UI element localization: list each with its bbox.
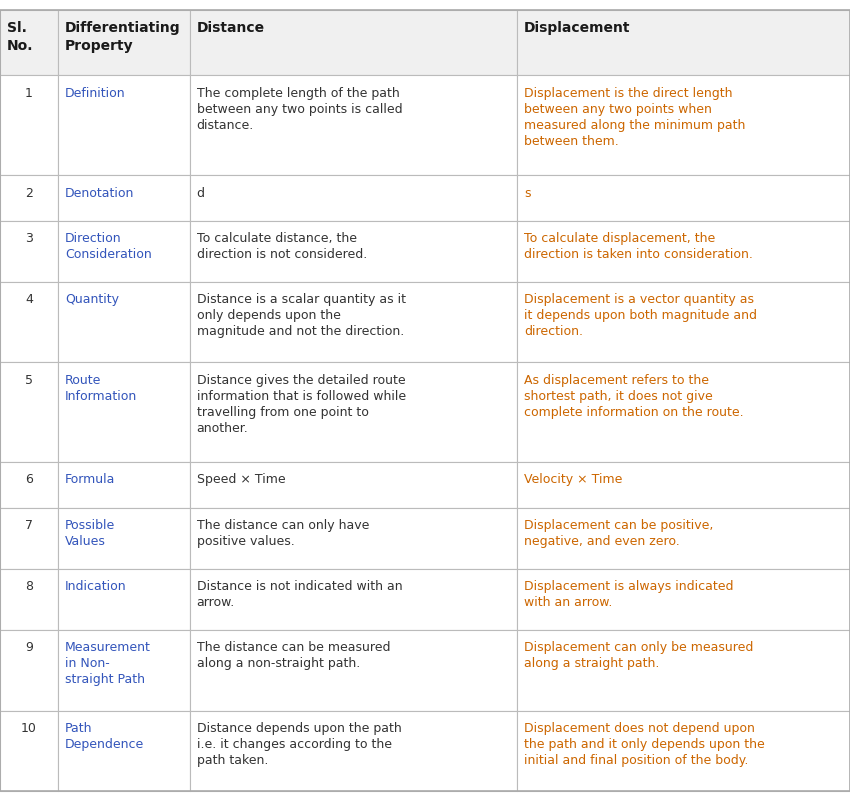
Bar xyxy=(58,362,190,462)
Bar xyxy=(190,630,517,710)
Text: Possible
Values: Possible Values xyxy=(65,519,115,548)
Bar xyxy=(58,569,190,630)
Bar xyxy=(58,221,190,282)
Text: s: s xyxy=(524,187,530,199)
Bar xyxy=(0,569,58,630)
Text: 3: 3 xyxy=(25,232,33,245)
Bar xyxy=(190,710,517,791)
Text: Speed × Time: Speed × Time xyxy=(196,473,285,486)
Bar xyxy=(58,462,190,508)
Text: Distance is a scalar quantity as it
only depends upon the
magnitude and not the : Distance is a scalar quantity as it only… xyxy=(196,293,405,338)
Text: Displacement can only be measured
along a straight path.: Displacement can only be measured along … xyxy=(524,642,753,670)
Text: 9: 9 xyxy=(25,642,33,654)
Bar xyxy=(517,75,850,175)
Bar xyxy=(0,10,58,75)
Text: Measurement
in Non-
straight Path: Measurement in Non- straight Path xyxy=(65,642,150,686)
Text: Distance: Distance xyxy=(196,22,264,35)
Text: Displacement can be positive,
negative, and even zero.: Displacement can be positive, negative, … xyxy=(524,519,713,548)
Text: 4: 4 xyxy=(25,293,33,306)
Bar xyxy=(517,175,850,221)
Text: Sl.
No.: Sl. No. xyxy=(7,22,33,53)
Text: Displacement does not depend upon
the path and it only depends upon the
initial : Displacement does not depend upon the pa… xyxy=(524,722,764,767)
Text: Path
Dependence: Path Dependence xyxy=(65,722,144,751)
Bar xyxy=(517,710,850,791)
Bar xyxy=(517,10,850,75)
Text: Quantity: Quantity xyxy=(65,293,119,306)
Text: The distance can only have
positive values.: The distance can only have positive valu… xyxy=(196,519,369,548)
Bar xyxy=(0,282,58,362)
Text: 1: 1 xyxy=(25,87,33,100)
Bar xyxy=(190,462,517,508)
Text: Velocity × Time: Velocity × Time xyxy=(524,473,622,486)
Text: Direction
Consideration: Direction Consideration xyxy=(65,232,151,261)
Text: 2: 2 xyxy=(25,187,33,199)
Bar xyxy=(190,10,517,75)
Bar xyxy=(58,710,190,791)
Bar xyxy=(58,282,190,362)
Bar xyxy=(517,569,850,630)
Bar xyxy=(190,221,517,282)
Bar xyxy=(58,175,190,221)
Text: As displacement refers to the
shortest path, it does not give
complete informati: As displacement refers to the shortest p… xyxy=(524,374,744,419)
Text: Route
Information: Route Information xyxy=(65,374,137,403)
Bar xyxy=(0,630,58,710)
Text: 7: 7 xyxy=(25,519,33,532)
Bar xyxy=(190,282,517,362)
Text: 8: 8 xyxy=(25,580,33,594)
Text: Distance depends upon the path
i.e. it changes according to the
path taken.: Distance depends upon the path i.e. it c… xyxy=(196,722,401,767)
Text: Differentiating
Property: Differentiating Property xyxy=(65,22,180,53)
Text: d: d xyxy=(196,187,205,199)
Text: Definition: Definition xyxy=(65,87,126,100)
Bar xyxy=(517,508,850,569)
Text: Indication: Indication xyxy=(65,580,127,594)
Text: The complete length of the path
between any two points is called
distance.: The complete length of the path between … xyxy=(196,87,402,132)
Text: The distance can be measured
along a non-straight path.: The distance can be measured along a non… xyxy=(196,642,390,670)
Text: Distance is not indicated with an
arrow.: Distance is not indicated with an arrow. xyxy=(196,580,402,610)
Text: 10: 10 xyxy=(21,722,37,735)
Bar xyxy=(517,282,850,362)
Bar xyxy=(190,362,517,462)
Text: 5: 5 xyxy=(25,374,33,387)
Bar xyxy=(0,508,58,569)
Text: To calculate distance, the
direction is not considered.: To calculate distance, the direction is … xyxy=(196,232,367,261)
Text: Distance gives the detailed route
information that is followed while
travelling : Distance gives the detailed route inform… xyxy=(196,374,405,435)
Text: Denotation: Denotation xyxy=(65,187,134,199)
Bar xyxy=(58,630,190,710)
Text: To calculate displacement, the
direction is taken into consideration.: To calculate displacement, the direction… xyxy=(524,232,752,261)
Bar xyxy=(517,221,850,282)
Bar xyxy=(58,10,190,75)
Bar xyxy=(0,710,58,791)
Bar xyxy=(517,462,850,508)
Text: Displacement is the direct length
between any two points when
measured along the: Displacement is the direct length betwee… xyxy=(524,87,745,148)
Text: Displacement is always indicated
with an arrow.: Displacement is always indicated with an… xyxy=(524,580,734,610)
Bar xyxy=(190,75,517,175)
Bar xyxy=(58,75,190,175)
Bar xyxy=(58,508,190,569)
Text: Displacement: Displacement xyxy=(524,22,631,35)
Text: Displacement is a vector quantity as
it depends upon both magnitude and
directio: Displacement is a vector quantity as it … xyxy=(524,293,756,338)
Bar xyxy=(517,630,850,710)
Text: Formula: Formula xyxy=(65,473,115,486)
Bar xyxy=(0,221,58,282)
Text: 6: 6 xyxy=(25,473,33,486)
Bar xyxy=(0,175,58,221)
Bar xyxy=(517,362,850,462)
Bar xyxy=(190,508,517,569)
Bar xyxy=(190,175,517,221)
Bar xyxy=(0,362,58,462)
Bar xyxy=(0,75,58,175)
Bar xyxy=(190,569,517,630)
Bar xyxy=(0,462,58,508)
